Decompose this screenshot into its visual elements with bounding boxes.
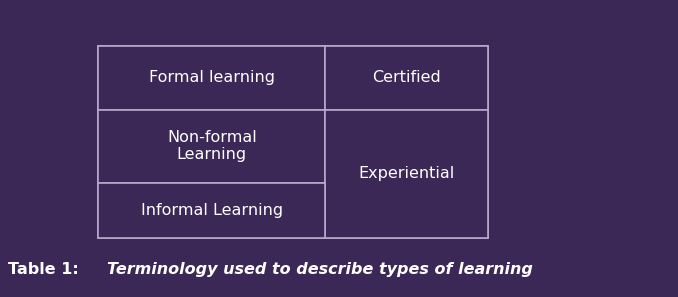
Text: Informal Learning: Informal Learning [141,203,283,218]
Text: Table 1:: Table 1: [8,262,85,277]
Text: Formal learning: Formal learning [149,70,275,86]
Text: Certified: Certified [372,70,441,86]
Bar [98,110,325,183]
Text: Experiential: Experiential [359,166,455,181]
Text: Non-formal
Learning: Non-formal Learning [167,130,257,162]
Bar [98,46,488,238]
Text: Terminology used to describe types of learning: Terminology used to describe types of le… [106,262,532,277]
Bar [98,183,325,238]
Bar [98,46,325,110]
Bar [325,46,488,110]
Bar [325,110,488,238]
